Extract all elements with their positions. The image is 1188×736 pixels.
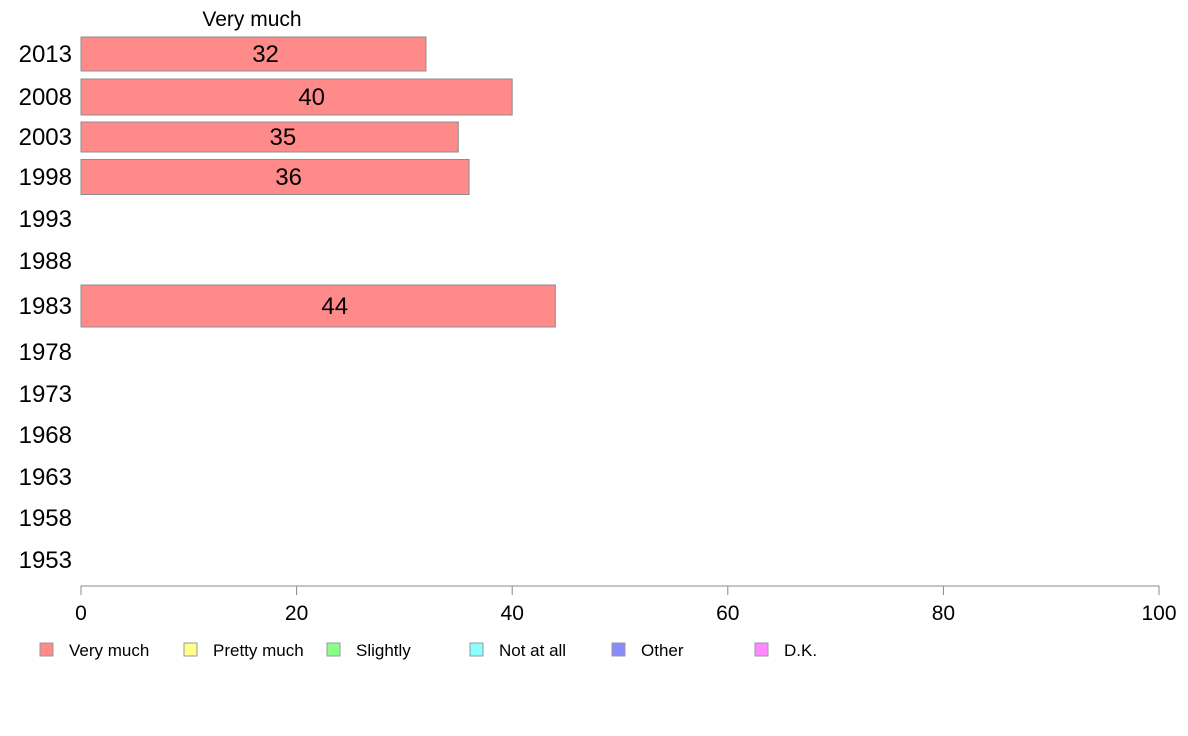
bar-value-label: 32 <box>252 41 279 68</box>
bar <box>80 284 556 328</box>
legend-item: Other <box>611 641 684 660</box>
legend-item: Slightly <box>326 641 411 660</box>
legend-item: Very much <box>39 641 149 660</box>
legend-label: Pretty much <box>213 641 304 660</box>
bar-value-label: 44 <box>321 293 348 320</box>
x-axis: 0 20 40 60 80 100 <box>75 585 1177 625</box>
legend-label: Slightly <box>356 641 411 660</box>
legend-item: D.K. <box>754 641 817 660</box>
bar-value-label: 35 <box>270 124 297 151</box>
legend-label: Other <box>641 641 684 660</box>
legend-item: Not at all <box>469 641 566 660</box>
legend: Very much Pretty much Slightly Not at all Ot… <box>39 641 817 660</box>
bar <box>80 159 470 195</box>
bar <box>80 121 459 153</box>
y-tick-label: 1988 <box>19 248 72 275</box>
y-tick-label: 2013 <box>19 41 72 68</box>
y-tick-label: 1953 <box>19 547 72 574</box>
y-tick-label: 1973 <box>19 381 72 408</box>
legend-label: Not at all <box>499 641 566 660</box>
x-tick-label: 20 <box>285 602 308 625</box>
legend-swatch <box>469 642 484 657</box>
legend-label: Very much <box>69 641 149 660</box>
y-tick-label: 1978 <box>19 339 72 366</box>
legend-swatch <box>39 642 54 657</box>
bar-value-label: 36 <box>275 164 302 191</box>
legend-swatch <box>611 642 626 657</box>
x-tick-label: 80 <box>932 602 955 625</box>
bar-value-label: 40 <box>298 84 325 111</box>
x-tick-label: 100 <box>1141 602 1176 625</box>
y-tick-label: 2003 <box>19 124 72 151</box>
x-tick-label: 60 <box>716 602 739 625</box>
legend-label: D.K. <box>784 641 817 660</box>
x-tick-label: 40 <box>501 602 524 625</box>
x-tick-label: 0 <box>75 602 87 625</box>
series-title: Very much <box>202 8 301 31</box>
y-tick-label: 2008 <box>19 84 72 111</box>
y-tick-label: 1983 <box>19 293 72 320</box>
legend-item: Pretty much <box>183 641 304 660</box>
legend-swatch <box>326 642 341 657</box>
y-tick-label: 1998 <box>19 164 72 191</box>
bar <box>80 36 427 72</box>
y-axis: 2013 2008 2003 1998 1993 1988 1983 1978 1973 1968… <box>19 41 72 574</box>
y-tick-label: 1968 <box>19 422 72 449</box>
y-tick-label: 1963 <box>19 464 72 491</box>
legend-swatch <box>183 642 198 657</box>
legend-swatch <box>754 642 769 657</box>
bar <box>80 78 513 116</box>
y-tick-label: 1958 <box>19 505 72 532</box>
y-tick-label: 1993 <box>19 206 72 233</box>
